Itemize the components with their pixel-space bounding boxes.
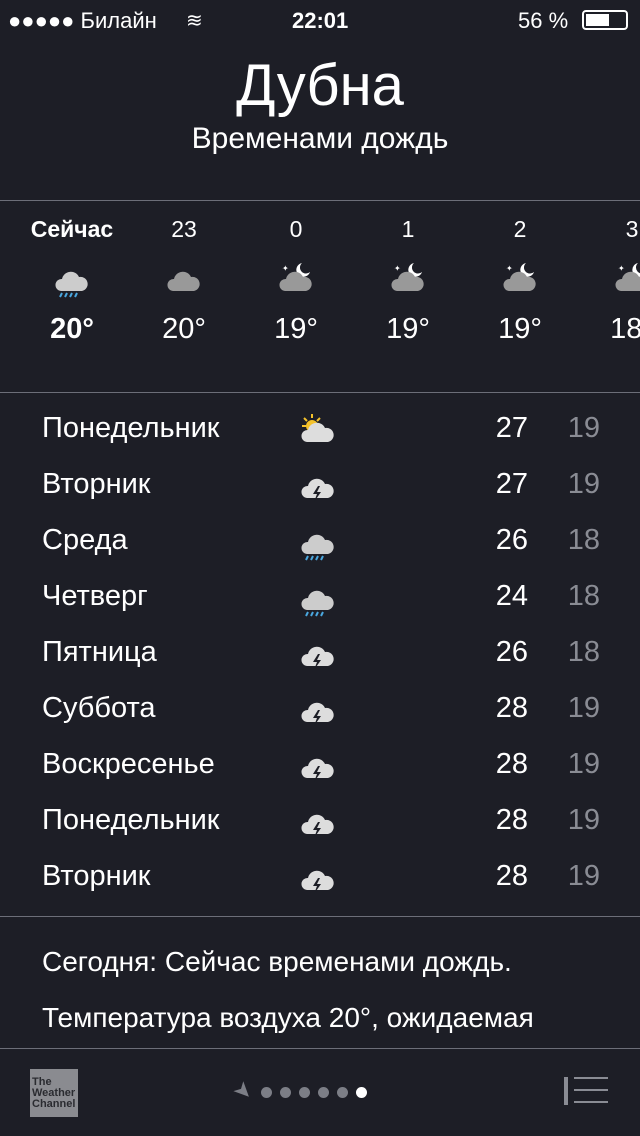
day-row: Пятница 26 18 [0,624,640,680]
min-temp: 19 [567,692,600,724]
day-name: Вторник [42,860,151,892]
cloud-moon-icon: ✦ [464,259,576,303]
cloud-rain-icon [298,578,338,626]
max-temp: 28 [495,748,528,780]
min-temp: 19 [567,860,600,892]
hour-label: Сейчас [30,216,114,242]
today-summary: Сегодня: Сейчас временами дождь. Темпера… [42,946,534,1033]
svg-text:✦: ✦ [618,264,625,273]
divider [0,200,640,201]
day-row: Понедельник 27 19 [0,400,640,456]
cloud-rain-icon [298,522,338,570]
divider [0,916,640,917]
max-temp: 24 [495,580,528,612]
thunderstorm-icon [298,690,338,738]
hour-column: 0 ✦ 19° [240,200,352,346]
day-name: Пятница [42,636,157,668]
clock: 22:01 [292,8,349,33]
hour-column: 23 20° [128,200,240,346]
day-row: Четверг 24 18 [0,568,640,624]
max-temp: 26 [495,524,528,556]
min-temp: 18 [567,580,600,612]
hour-temp: 20° [162,313,206,345]
max-temp: 27 [495,412,528,444]
svg-text:✦: ✦ [506,264,513,273]
hour-column: 3 ✦ 18° [576,200,640,346]
hour-column: 2 ✦ 19° [464,200,576,346]
condition: Временами дождь [191,122,449,155]
min-temp: 19 [567,468,600,500]
battery-icon [582,10,628,30]
hour-label: 1 [401,216,415,242]
min-temp: 19 [567,748,600,780]
day-row: Вторник 27 19 [0,456,640,512]
wifi-icon: ≋ [186,10,203,32]
hourly-forecast[interactable]: Сейчас 20° 23 20° 0 ✦ 19° 1 ✦ 19° 2 ✦ 19° 3 ✦… [0,200,640,392]
cloud-moon-icon: ✦ [576,259,640,303]
cloud-icon [128,259,240,303]
min-temp: 19 [567,412,600,444]
max-temp: 26 [495,636,528,668]
page-dot[interactable] [260,1087,272,1098]
svg-text:✦: ✦ [282,264,289,273]
hour-column: 1 ✦ 19° [352,200,464,346]
day-row: Воскресенье 28 19 [0,736,640,792]
list-icon [564,1077,610,1105]
svg-text:✦: ✦ [394,264,401,273]
divider [0,392,640,393]
hour-label: 2 [513,216,527,242]
max-temp: 28 [495,692,528,724]
day-row: Понедельник 28 19 [0,792,640,848]
cloud-moon-icon: ✦ [352,259,464,303]
page-dot[interactable] [279,1087,291,1098]
day-name: Четверг [42,580,148,612]
page-indicator[interactable]: ➤ [228,1075,371,1106]
carrier: ●●●●● Билайн [8,8,157,33]
cloud-moon-icon: ✦ [240,259,352,303]
day-name: Вторник [42,468,151,500]
hour-temp: 19° [386,313,430,345]
page-dot[interactable] [298,1087,310,1098]
weather-channel-logo[interactable]: The Weather Channel [30,1069,78,1117]
thunderstorm-icon [298,858,338,906]
status-bar: ●●●●● Билайн ≋ 22:01 56 % [0,0,640,40]
cloud-rain-icon [16,259,128,303]
min-temp: 18 [567,636,600,668]
hour-temp: 20° [50,313,94,345]
day-name: Понедельник [42,804,220,836]
battery-percent: 56 % [518,8,569,33]
hour-temp: 19° [498,313,542,345]
location-arrow-icon: ➤ [228,1075,259,1107]
day-name: Понедельник [42,412,220,444]
day-name: Среда [42,524,128,556]
hour-label: 3 [625,216,639,242]
city-list-button[interactable] [564,1077,610,1105]
thunderstorm-icon [298,746,338,794]
hour-label: 23 [171,216,197,242]
thunderstorm-icon [298,634,338,682]
max-temp: 27 [495,468,528,500]
divider [0,1048,640,1049]
max-temp: 28 [495,804,528,836]
hour-temp: 19° [274,313,318,345]
hour-column: Сейчас 20° [16,200,128,346]
page-dot[interactable] [355,1087,367,1098]
sun-cloud-icon [298,410,338,458]
hour-temp: 18° [610,313,640,345]
thunderstorm-icon [298,802,338,850]
day-name: Воскресенье [42,748,215,780]
hour-label: 0 [289,216,303,242]
min-temp: 18 [567,524,600,556]
city-name: Дубна [236,53,404,118]
page-dot[interactable] [336,1087,348,1098]
page-dot[interactable] [317,1087,329,1098]
day-name: Суббота [42,692,156,724]
min-temp: 19 [567,804,600,836]
day-row: Суббота 28 19 [0,680,640,736]
day-row: Вторник 28 19 [0,848,640,904]
day-row: Среда 26 18 [0,512,640,568]
max-temp: 28 [495,860,528,892]
thunderstorm-icon [298,466,338,514]
